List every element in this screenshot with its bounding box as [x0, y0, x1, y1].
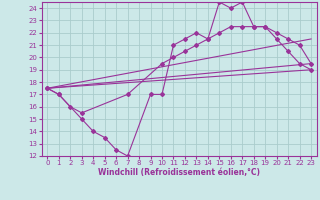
X-axis label: Windchill (Refroidissement éolien,°C): Windchill (Refroidissement éolien,°C): [98, 168, 260, 177]
